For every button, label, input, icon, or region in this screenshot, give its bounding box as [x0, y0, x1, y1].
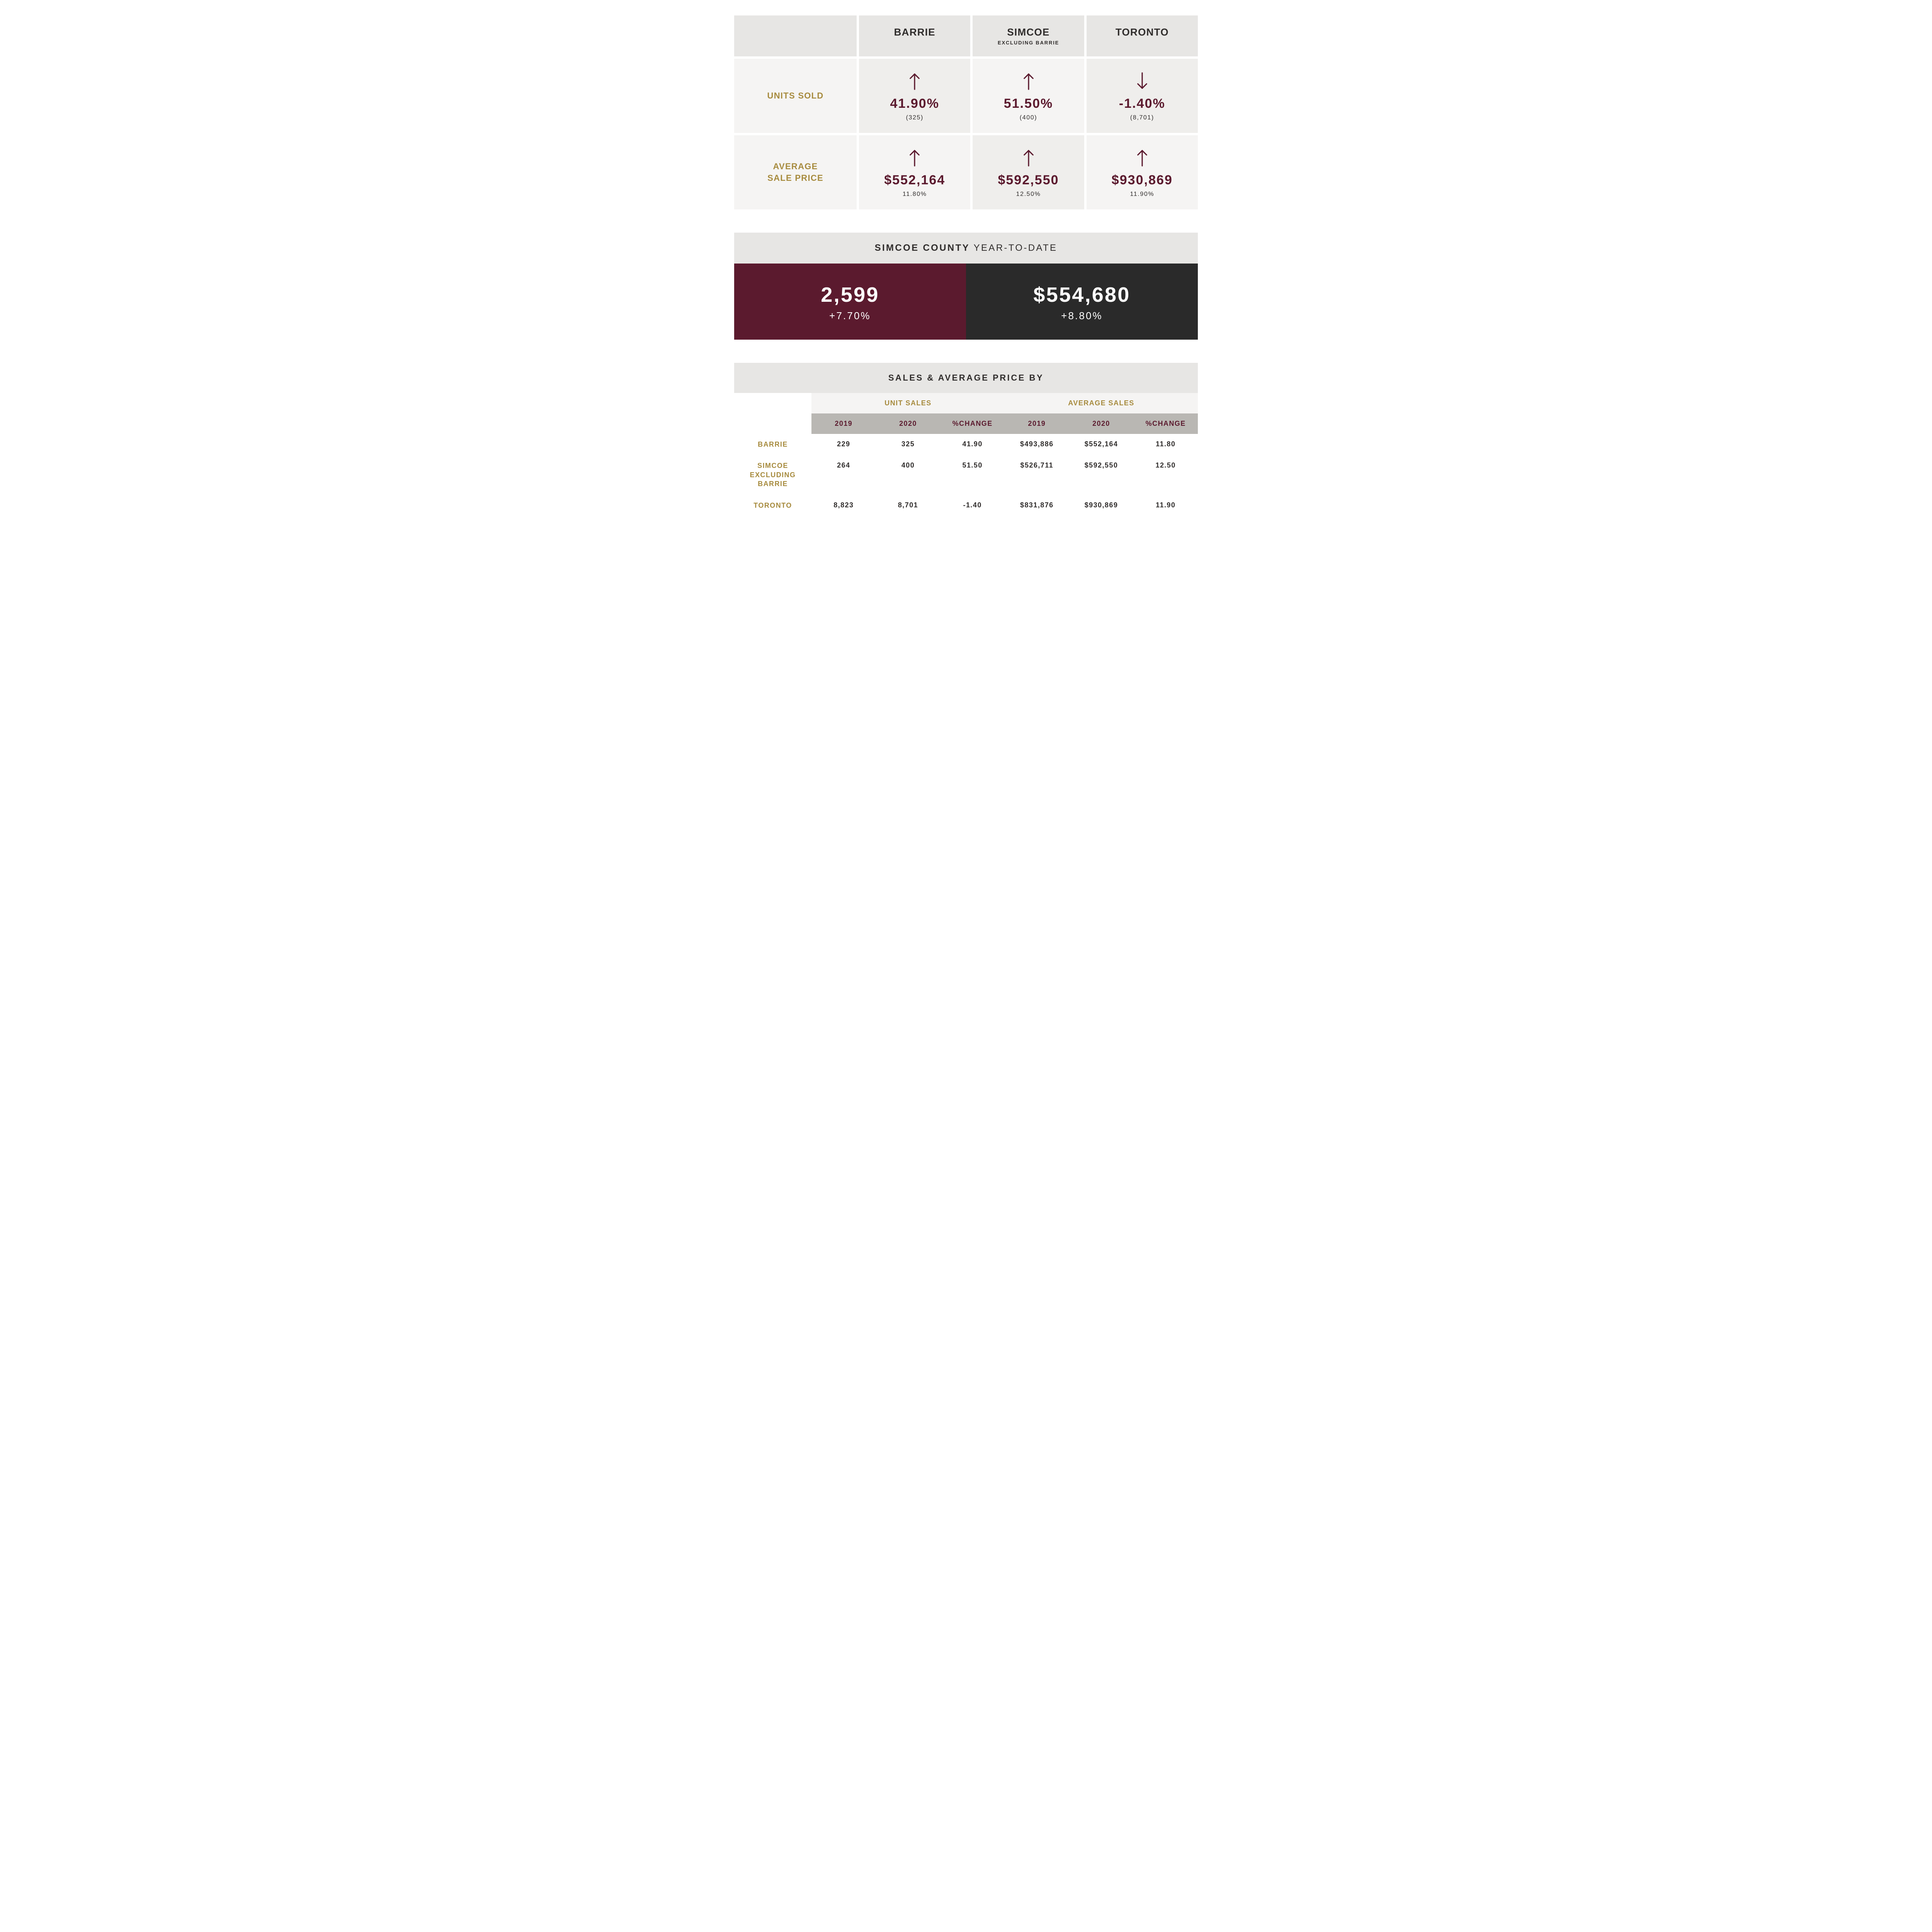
detail-group-unit: UNIT SALES — [811, 393, 1005, 413]
comparison-grid: BARRIE SIMCOE EXCLUDING BARRIE TORONTO UNITS… — [734, 15, 1198, 209]
comparison-col-header: TORONTO — [1087, 15, 1198, 56]
arrow-up-icon — [1022, 72, 1035, 92]
col-header-sub: EXCLUDING BARRIE — [976, 40, 1080, 46]
detail-sub-change: %CHANGE — [1133, 413, 1198, 434]
arrow-down-icon — [1136, 72, 1149, 92]
detail-row-label: BARRIE — [734, 434, 811, 455]
detail-value: 12.50 — [1133, 455, 1198, 495]
detail-corner — [734, 393, 811, 434]
comparison-secondary: 11.90% — [1130, 191, 1155, 198]
ytd-units-delta: +7.70% — [742, 310, 958, 322]
comparison-corner — [734, 15, 857, 56]
detail-row-label: SIMCOEEXCLUDING BARRIE — [734, 455, 811, 495]
ytd-units-value: 2,599 — [742, 283, 958, 307]
comparison-primary: 51.50% — [1004, 96, 1053, 111]
detail-sub-year1: 2019 — [1005, 413, 1069, 434]
comparison-cell: 41.90% (325) — [859, 59, 970, 133]
comparison-secondary: 12.50% — [1016, 191, 1041, 198]
comparison-cell: 51.50% (400) — [973, 59, 1084, 133]
detail-value: $493,886 — [1005, 434, 1069, 455]
comparison-primary: $592,550 — [998, 173, 1059, 188]
arrow-up-icon — [1022, 148, 1035, 169]
detail-value: -1.40 — [940, 495, 1005, 516]
comparison-row-label: AVERAGESALE PRICE — [734, 135, 857, 209]
detail-sub-year1: 2019 — [811, 413, 876, 434]
detail-title: SALES & AVERAGE PRICE BY — [734, 363, 1198, 393]
col-header-label: SIMCOE — [1007, 26, 1049, 38]
arrow-up-icon — [908, 72, 921, 92]
detail-sub-year2: 2020 — [876, 413, 940, 434]
comparison-col-header: BARRIE — [859, 15, 970, 56]
comparison-cell: $592,550 12.50% — [973, 135, 1084, 209]
detail-value: 51.50 — [940, 455, 1005, 495]
arrow-up-icon — [908, 148, 921, 169]
ytd-title-light: YEAR-TO-DATE — [974, 243, 1058, 253]
detail-group-avg: AVERAGE SALES — [1005, 393, 1198, 413]
detail-value: 41.90 — [940, 434, 1005, 455]
col-header-label: TORONTO — [1116, 26, 1169, 38]
detail-value: 325 — [876, 434, 940, 455]
comparison-secondary: (400) — [1020, 114, 1037, 121]
detail-value: $831,876 — [1005, 495, 1069, 516]
detail-grid: UNIT SALESAVERAGE SALES20192020%CHANGE20… — [734, 393, 1198, 516]
ytd-title-bold: SIMCOE COUNTY — [875, 243, 970, 253]
comparison-col-header: SIMCOE EXCLUDING BARRIE — [973, 15, 1084, 56]
ytd-price-value: $554,680 — [974, 283, 1190, 307]
comparison-primary: $552,164 — [884, 173, 945, 188]
detail-value: 8,701 — [876, 495, 940, 516]
comparison-cell: -1.40% (8,701) — [1087, 59, 1198, 133]
comparison-primary: $930,869 — [1112, 173, 1173, 188]
detail-value: 11.80 — [1133, 434, 1198, 455]
comparison-secondary: (8,701) — [1130, 114, 1154, 121]
arrow-up-icon — [1136, 148, 1149, 169]
ytd-title-bar: SIMCOE COUNTY YEAR-TO-DATE — [734, 233, 1198, 264]
ytd-price-delta: +8.80% — [974, 310, 1190, 322]
col-header-label: BARRIE — [894, 26, 935, 38]
comparison-cell: $552,164 11.80% — [859, 135, 970, 209]
detail-sub-change: %CHANGE — [940, 413, 1005, 434]
detail-value: 400 — [876, 455, 940, 495]
detail-value: $592,550 — [1069, 455, 1134, 495]
detail-value: 8,823 — [811, 495, 876, 516]
comparison-row-label: UNITS SOLD — [734, 59, 857, 133]
ytd-price-tile: $554,680 +8.80% — [966, 264, 1198, 340]
comparison-cell: $930,869 11.90% — [1087, 135, 1198, 209]
comparison-secondary: (325) — [906, 114, 923, 121]
comparison-primary: 41.90% — [890, 96, 939, 111]
detail-value: $526,711 — [1005, 455, 1069, 495]
detail-value: $930,869 — [1069, 495, 1134, 516]
ytd-section: SIMCOE COUNTY YEAR-TO-DATE 2,599 +7.70% … — [734, 233, 1198, 340]
detail-sub-year2: 2020 — [1069, 413, 1134, 434]
detail-row-label: TORONTO — [734, 495, 811, 516]
detail-value: 11.90 — [1133, 495, 1198, 516]
detail-section: SALES & AVERAGE PRICE BY UNIT SALESAVERA… — [734, 363, 1198, 516]
ytd-units-tile: 2,599 +7.70% — [734, 264, 966, 340]
detail-value: $552,164 — [1069, 434, 1134, 455]
detail-value: 229 — [811, 434, 876, 455]
detail-value: 264 — [811, 455, 876, 495]
comparison-primary: -1.40% — [1119, 96, 1165, 111]
comparison-secondary: 11.80% — [903, 191, 927, 198]
